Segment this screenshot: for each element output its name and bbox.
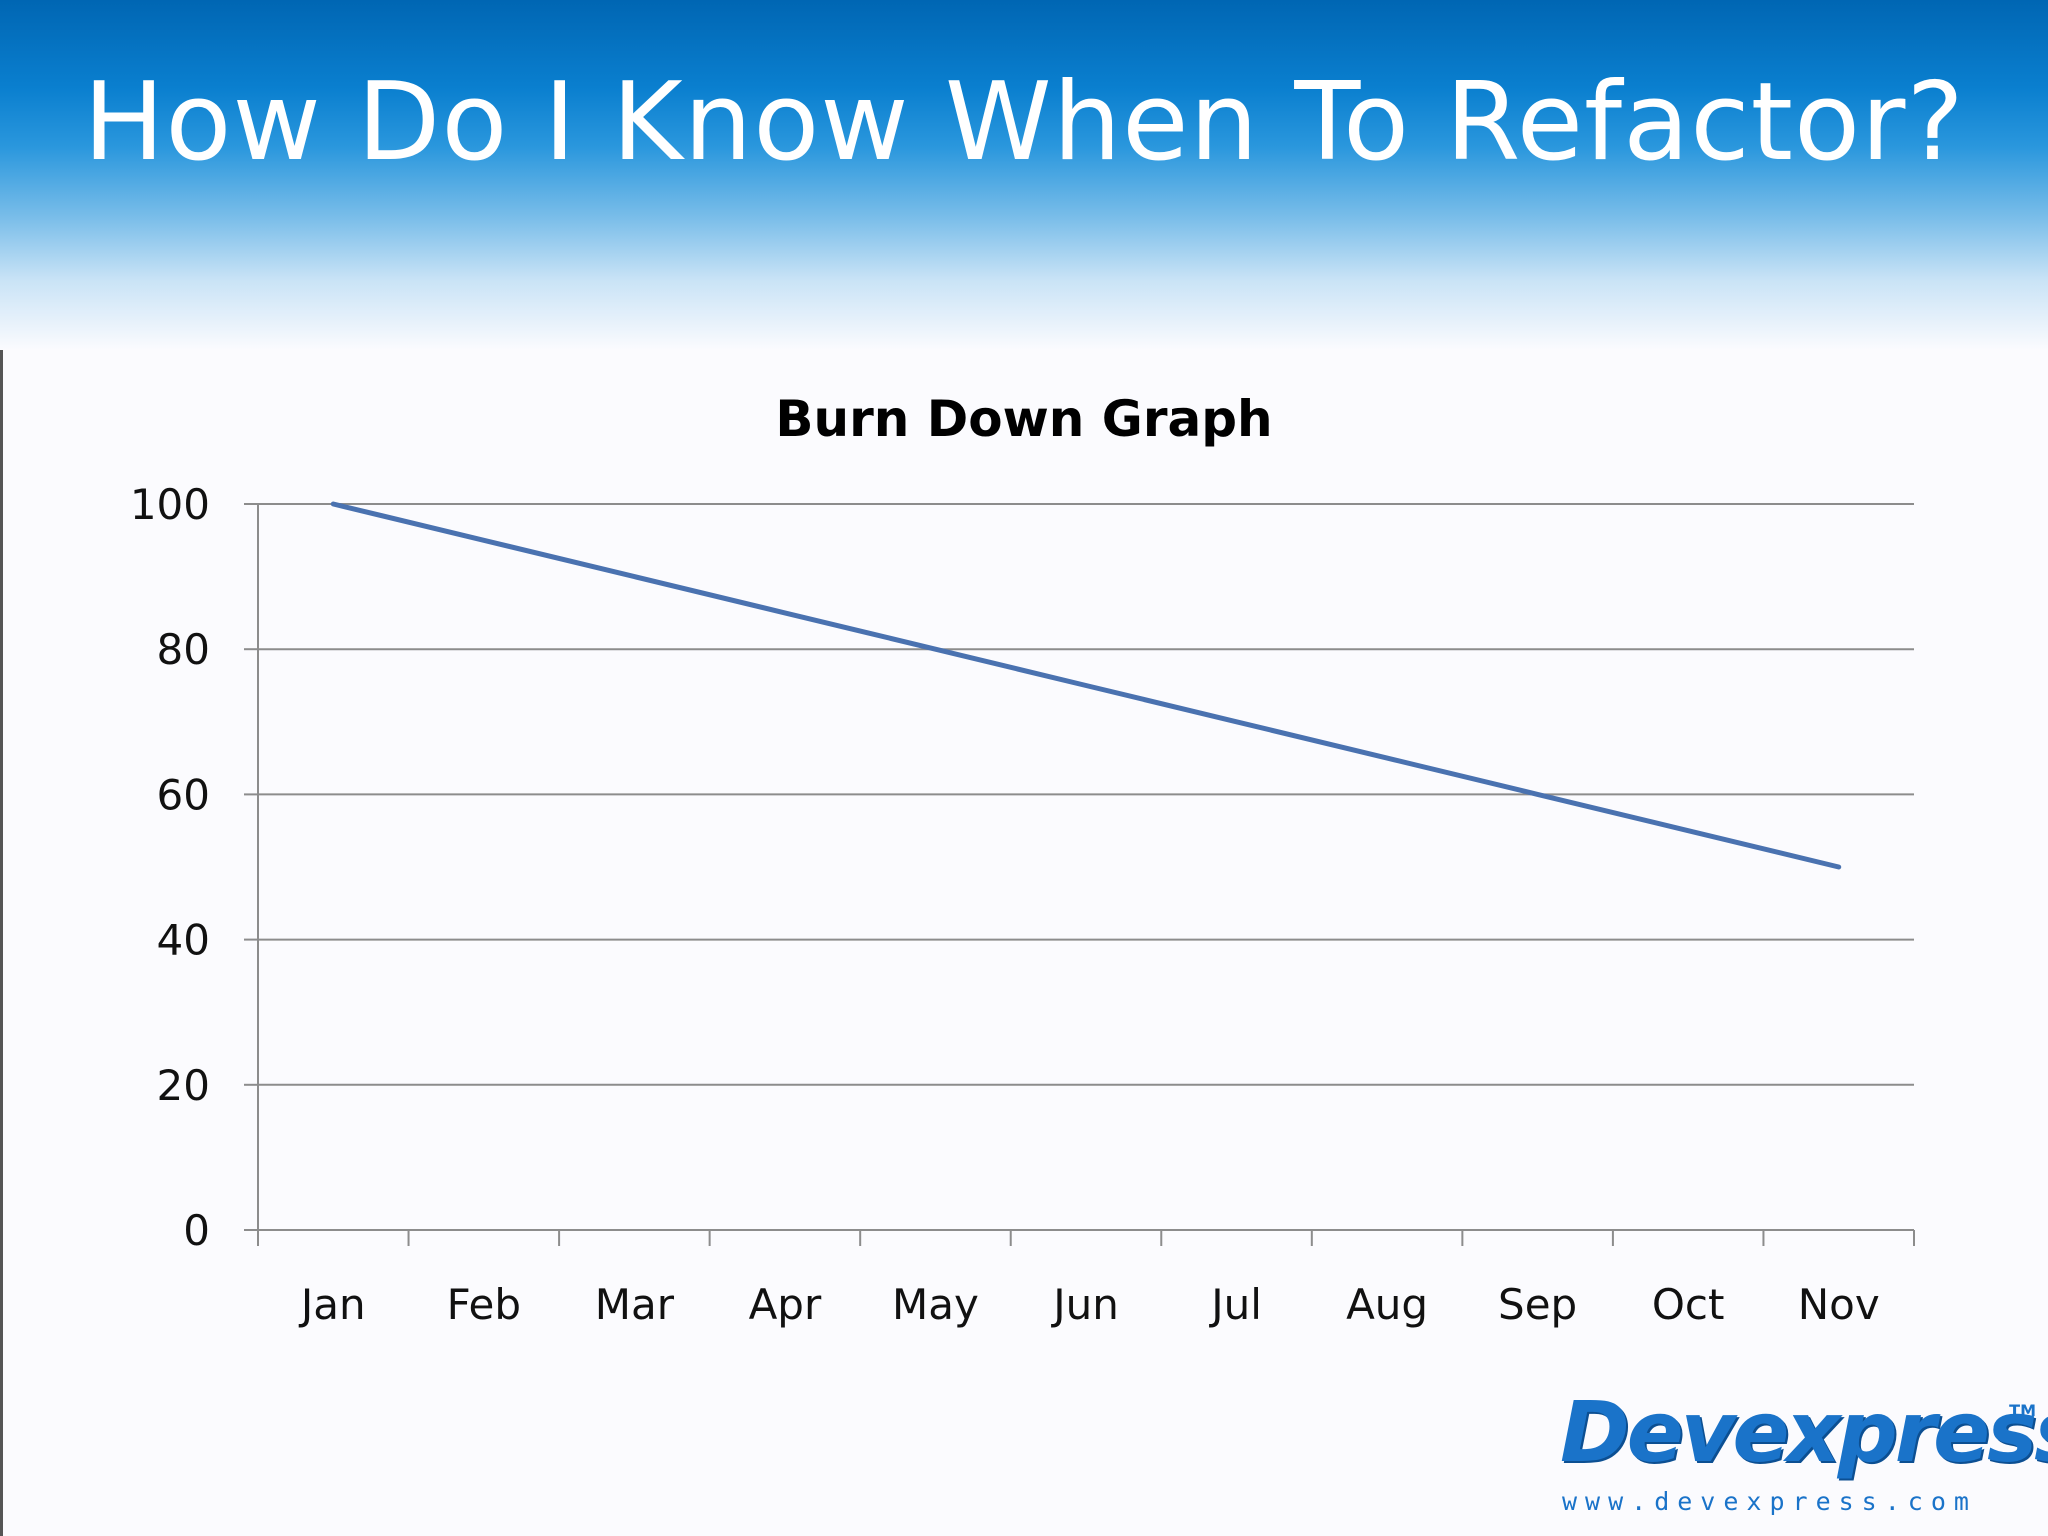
x-tick-label-jan: Jan — [298, 1280, 366, 1329]
x-axis-tick-labels: Jan Feb Mar Apr May Jun Jul Aug Sep Oct Nov — [298, 1280, 1880, 1329]
y-tick-label: 40 — [157, 916, 210, 965]
devexpress-logo: Devexpress TM www.devexpress.com — [1556, 1383, 2048, 1523]
x-tick-label-sep: Sep — [1498, 1280, 1577, 1329]
x-tick-label-may: May — [892, 1280, 979, 1329]
slide-left-border — [0, 0, 3, 1536]
slide-title: How Do I Know When To Refactor? — [83, 60, 1965, 185]
x-tick-label-nov: Nov — [1798, 1280, 1880, 1329]
x-tick-label-jun: Jun — [1050, 1280, 1119, 1329]
x-tick-label-apr: Apr — [749, 1280, 822, 1329]
x-tick-label-aug: Aug — [1346, 1280, 1428, 1329]
title-banner — [0, 0, 2048, 350]
x-tick-label-feb: Feb — [447, 1280, 521, 1329]
x-tick-label-mar: Mar — [595, 1280, 675, 1329]
y-tick-label: 20 — [157, 1061, 210, 1110]
logo-trademark: TM — [2009, 1401, 2036, 1420]
y-tick-label: 80 — [157, 625, 210, 674]
chart-gridlines — [258, 503, 1914, 1086]
logo-wordmark: Devexpress — [1560, 1383, 2048, 1481]
chart-series — [330, 501, 1842, 870]
y-tick-label: 60 — [157, 770, 210, 819]
y-tick-label: 0 — [183, 1206, 210, 1255]
logo-url: www.devexpress.com — [1562, 1487, 1977, 1516]
y-axis-tick-labels: 0 20 40 60 80 100 — [130, 480, 210, 1255]
chart-axes — [244, 503, 1915, 1246]
y-tick-label: 100 — [130, 480, 210, 529]
x-tick-label-jul: Jul — [1208, 1280, 1262, 1329]
chart-title: Burn Down Graph — [775, 390, 1272, 448]
x-tick-label-oct: Oct — [1652, 1280, 1725, 1329]
